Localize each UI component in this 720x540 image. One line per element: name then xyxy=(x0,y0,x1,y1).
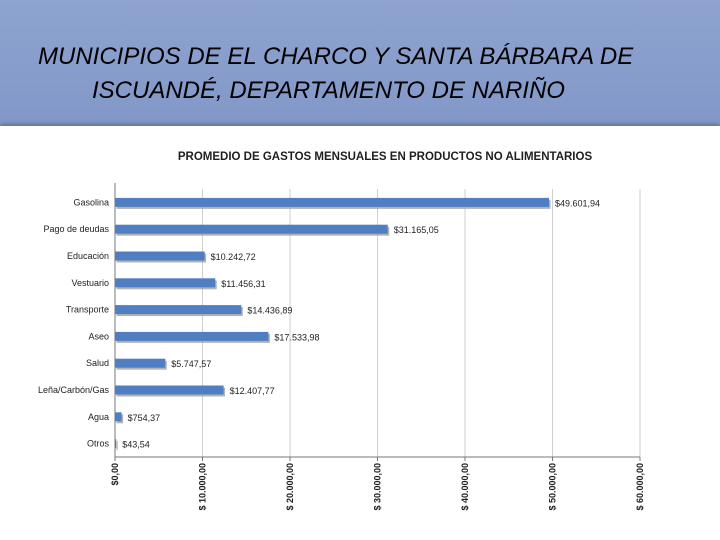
data-label: $754,37 xyxy=(128,413,161,423)
bar xyxy=(115,439,117,449)
chart-panel: PROMEDIO DE GASTOS MENSUALES EN PRODUCTO… xyxy=(0,126,720,540)
slide-title: MUNICIPIOS DE EL CHARCO Y SANTA BÁRBARA … xyxy=(0,40,720,108)
category-label: Salud xyxy=(86,358,109,368)
bar xyxy=(115,385,224,395)
category-label: Gasolina xyxy=(73,197,109,207)
bar xyxy=(115,412,122,422)
slide-title-line2: ISCUANDÉ, DEPARTAMENTO DE NARIÑO xyxy=(92,77,565,104)
x-tick-label: $ 40.000,00 xyxy=(460,463,470,511)
bar-shadow xyxy=(116,441,118,451)
bar xyxy=(115,224,388,234)
bar xyxy=(115,358,166,368)
slide-title-line1: MUNICIPIOS DE EL CHARCO Y SANTA BÁRBARA … xyxy=(38,43,634,70)
x-tick-label: $0,00 xyxy=(110,463,120,486)
category-label: Aseo xyxy=(88,331,109,341)
bar xyxy=(115,305,242,315)
chart-title: PROMEDIO DE GASTOS MENSUALES EN PRODUCTO… xyxy=(178,151,593,163)
data-label: $14.436,89 xyxy=(247,306,292,316)
category-label: Educación xyxy=(67,251,109,261)
x-tick-label: $ 50.000,00 xyxy=(548,463,558,511)
data-label: $31.165,05 xyxy=(394,225,439,235)
x-tick-label: $ 20.000,00 xyxy=(285,463,295,511)
bar xyxy=(115,251,205,261)
category-label: Vestuario xyxy=(71,278,109,288)
bar xyxy=(115,197,550,207)
data-label: $10.242,72 xyxy=(211,252,256,262)
x-tick-label: $ 30.000,00 xyxy=(373,463,383,511)
data-label: $5.747,57 xyxy=(171,359,211,369)
bar xyxy=(115,331,269,341)
data-label: $49.601,94 xyxy=(555,198,600,208)
category-label: Otros xyxy=(87,439,110,449)
category-label: Transporte xyxy=(66,305,109,315)
category-label: Pago de deudas xyxy=(43,224,109,234)
bar-chart: PROMEDIO DE GASTOS MENSUALES EN PRODUCTO… xyxy=(38,151,645,511)
data-label: $43,54 xyxy=(122,440,150,450)
data-label: $17.533,98 xyxy=(274,332,319,342)
data-label: $12.407,77 xyxy=(230,386,275,396)
category-label: Agua xyxy=(88,412,109,422)
x-tick-label: $ 60.000,00 xyxy=(635,463,645,511)
category-label: Leña/Carbón/Gas xyxy=(38,385,110,395)
data-label: $11.456,31 xyxy=(221,279,265,289)
bar xyxy=(115,278,216,288)
x-tick-label: $ 10.000,00 xyxy=(198,463,208,511)
